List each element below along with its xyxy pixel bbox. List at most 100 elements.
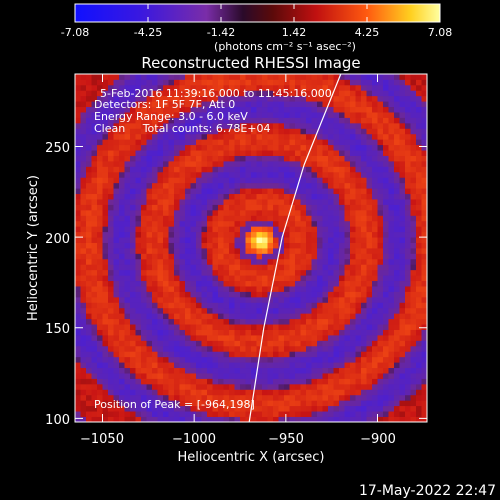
heatmap-cell [251,253,257,260]
heatmap-cell [295,383,301,390]
heatmap-cell [196,101,202,108]
heatmap-cell [86,296,92,303]
heatmap-cell [229,133,235,140]
heatmap-cell [344,237,351,243]
heatmap-cell [355,356,362,363]
heatmap-cell [405,313,411,320]
heatmap-cell [251,318,257,325]
heatmap-cell [339,171,345,178]
heatmap-cell [311,362,318,369]
heatmap-cell [410,106,417,113]
heatmap-cell [201,383,208,390]
heatmap-cell [372,144,378,151]
heatmap-cell [229,264,235,271]
heatmap-cell [113,324,120,330]
heatmap-cell [267,161,274,167]
heatmap-cell [218,356,224,363]
heatmap-cell [229,394,235,401]
heatmap-cell [75,215,81,222]
heatmap-cell [124,95,131,102]
heatmap-cell [295,242,301,249]
heatmap-cell [113,307,120,314]
heatmap-cell [267,237,274,243]
heatmap-cell [300,166,307,173]
heatmap-cell [229,122,235,129]
heatmap-cell [97,324,103,330]
heatmap-cell [190,117,197,124]
heatmap-cell [168,329,175,336]
heatmap-cell [383,237,389,243]
heatmap-cell [322,204,329,211]
heatmap-cell [207,389,213,396]
heatmap-cell [278,356,285,363]
heatmap-cell [130,106,136,113]
heatmap-cell [317,133,323,140]
heatmap-cell [377,188,384,195]
heatmap-cell [388,112,395,118]
heatmap-cell [421,324,427,330]
heatmap-cell [256,106,263,113]
heatmap-cell [350,324,356,330]
heatmap-cell [80,351,87,358]
heatmap-cell [80,209,87,216]
heatmap-cell [405,139,411,146]
heatmap-cell [306,215,312,222]
heatmap-cell [350,411,356,417]
annotation-time-range: 5-Feb-2016 11:39:16.000 to 11:45:16.000 [100,87,332,100]
heatmap-cell [317,209,323,216]
x-tick-label: −900 [360,432,396,447]
heatmap-cell [201,188,208,195]
heatmap-cell [80,302,87,309]
heatmap-cell [289,345,296,352]
heatmap-cell [141,155,147,162]
heatmap-cell [163,253,169,260]
heatmap-cell [388,351,395,358]
heatmap-cell [383,155,389,162]
heatmap-cell [300,351,307,358]
heatmap-cell [366,84,373,91]
heatmap-cell [185,383,191,390]
heatmap-cell [300,286,307,292]
heatmap-cell [196,117,202,124]
heatmap-cell [311,199,318,205]
heatmap-cell [157,95,164,102]
heatmap-cell [102,139,109,146]
heatmap-cell [311,150,318,156]
heatmap-cell [328,383,334,390]
heatmap-cell [174,378,180,385]
heatmap-cell [102,79,109,86]
heatmap-cell [273,231,279,238]
heatmap-cell [333,264,340,271]
heatmap-cell [75,411,81,417]
heatmap-cell [361,378,367,385]
heatmap-cell [322,389,329,396]
heatmap-cell [174,209,180,216]
heatmap-cell [273,275,279,282]
heatmap-cell [344,253,351,260]
heatmap-cell [130,302,136,309]
heatmap-cell [163,74,169,80]
heatmap-cell [388,302,395,309]
heatmap-cell [311,220,318,227]
heatmap-cell [108,122,114,129]
heatmap-cell [124,400,131,407]
heatmap-cell [196,220,202,227]
heatmap-cell [218,286,224,292]
heatmap-cell [273,378,279,385]
heatmap-cell [207,324,213,330]
heatmap-cell [350,155,356,162]
heatmap-cell [377,106,384,113]
heatmap-cell [113,112,120,118]
heatmap-cell [80,389,87,396]
heatmap-cell [273,253,279,260]
heatmap-cell [119,269,125,276]
heatmap-cell [108,237,114,243]
heatmap-cell [267,362,274,369]
heatmap-cell [421,302,427,309]
heatmap-cell [223,193,230,200]
heatmap-cell [119,144,125,151]
heatmap-cell [328,291,334,298]
heatmap-cell [86,313,92,320]
heatmap-cell [113,204,120,211]
heatmap-cell [355,193,362,200]
